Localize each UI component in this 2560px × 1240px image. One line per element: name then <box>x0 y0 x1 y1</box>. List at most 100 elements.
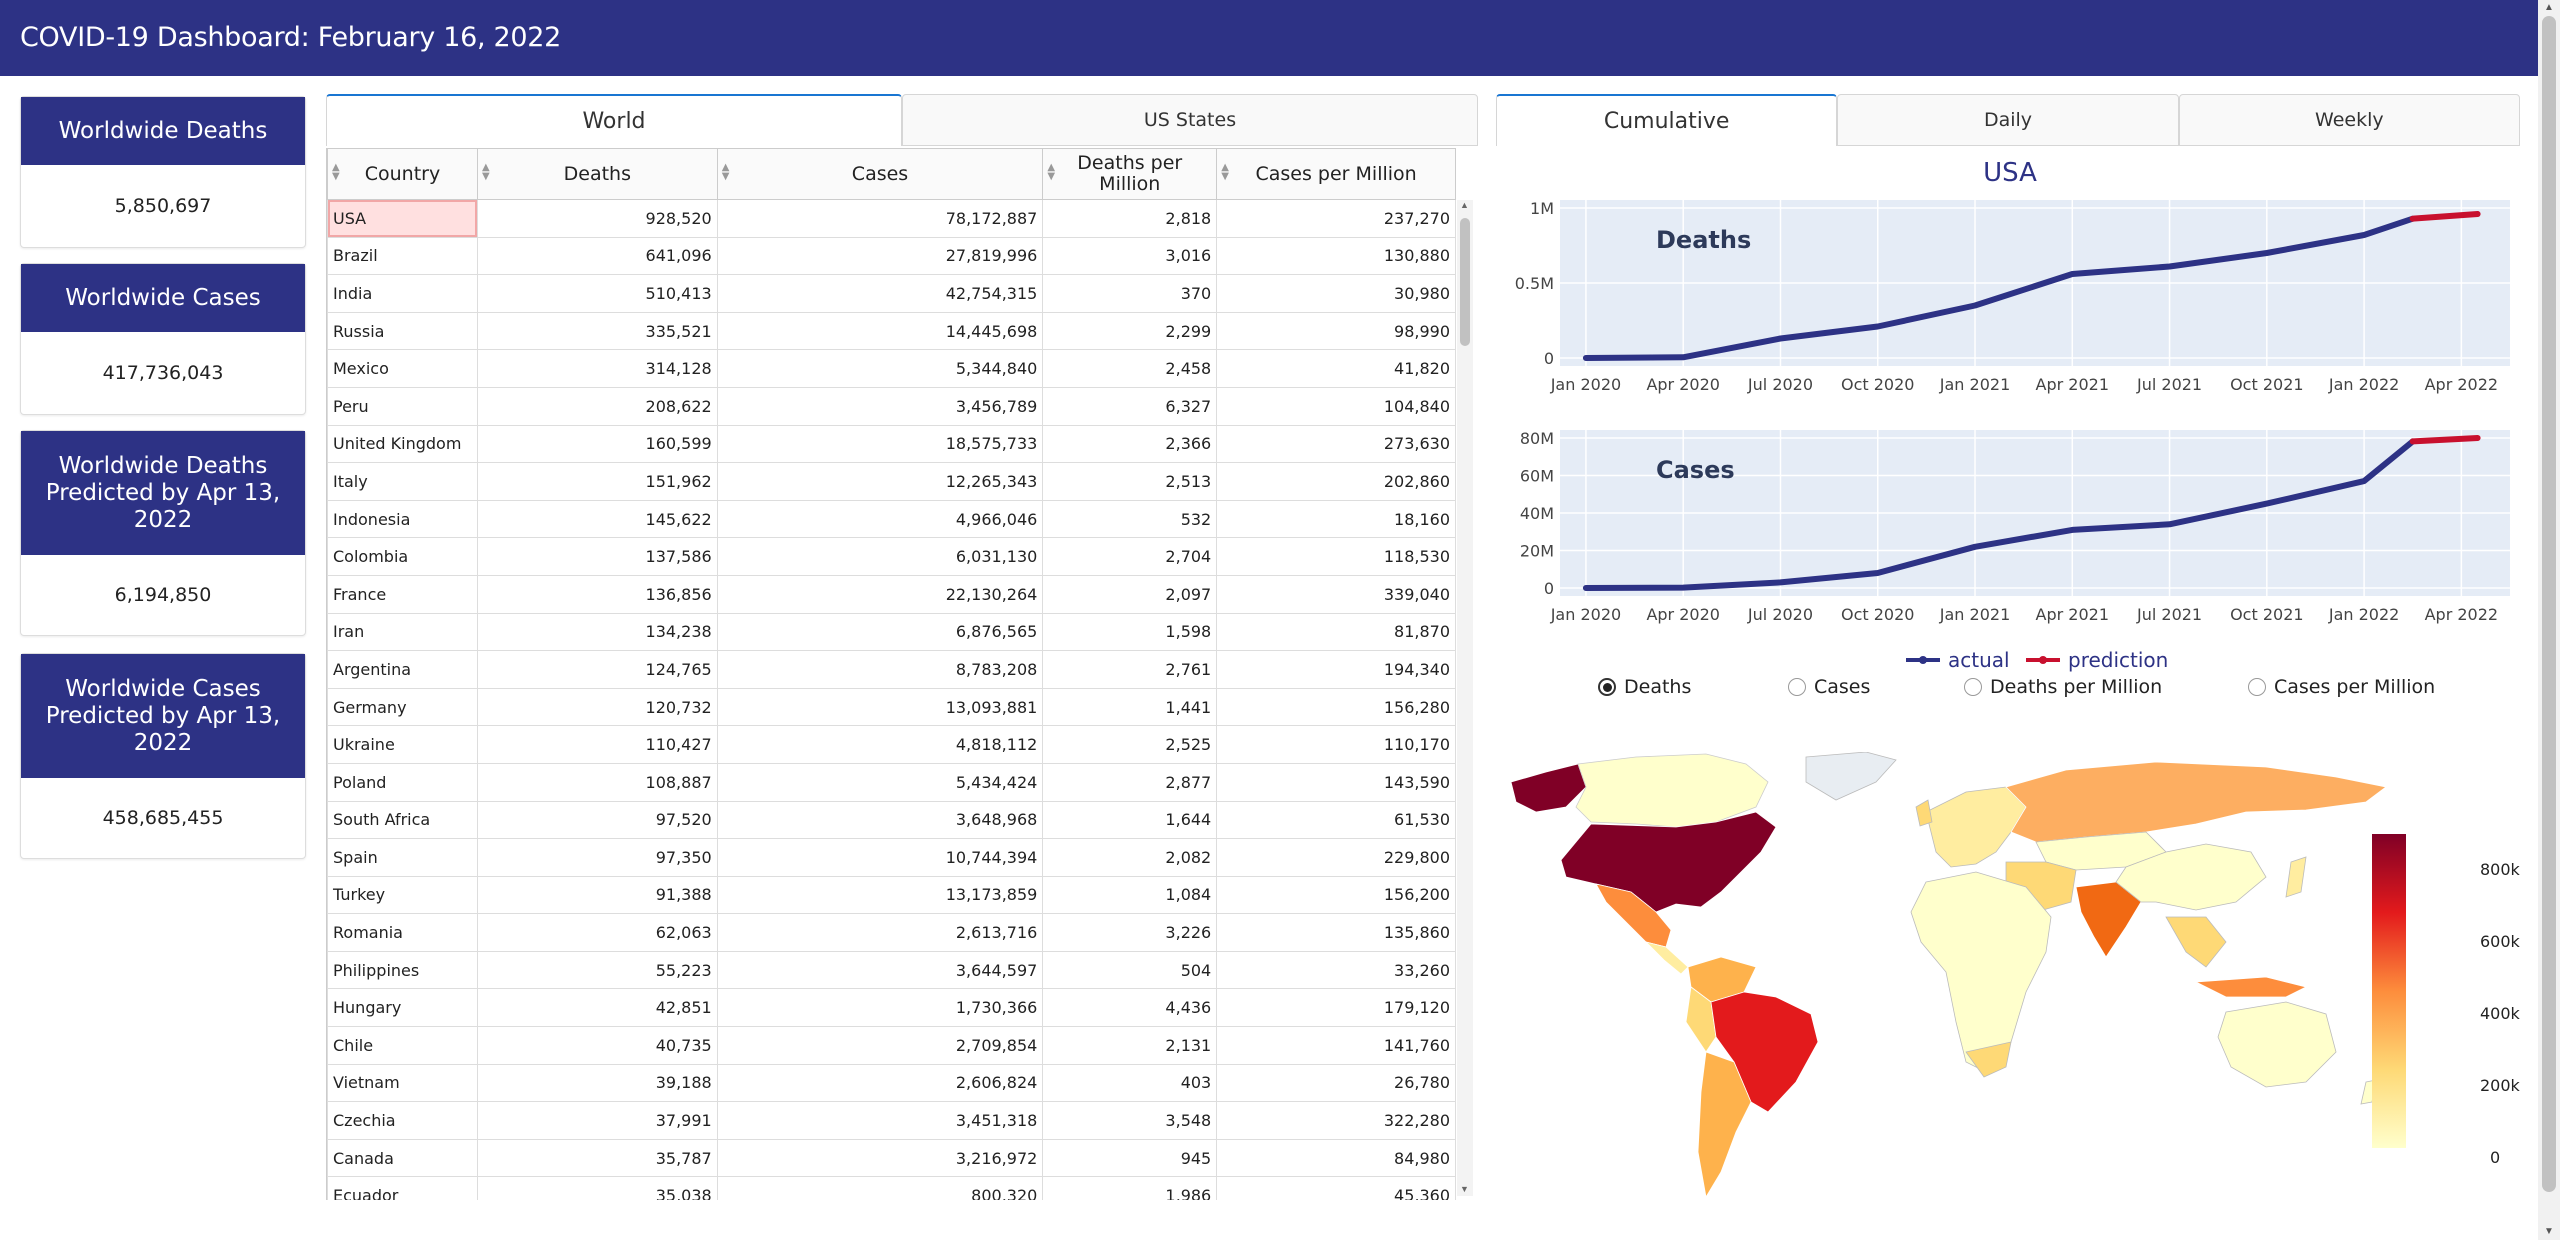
radio-icon[interactable] <box>1788 678 1806 696</box>
table-row[interactable]: Romania 62,063 2,613,716 3,226 135,860 <box>327 913 1456 952</box>
radio-cases-per-million[interactable]: Cases per Million <box>2248 676 2435 698</box>
table-cell[interactable]: Czechia <box>327 1101 478 1140</box>
radio-cases[interactable]: Cases <box>1788 676 1870 698</box>
table-cell[interactable]: 504 <box>1042 950 1218 990</box>
table-cell[interactable]: 1,598 <box>1042 612 1218 652</box>
table-cell[interactable]: 273,630 <box>1216 424 1456 464</box>
table-cell[interactable]: 156,200 <box>1216 875 1456 915</box>
table-cell[interactable]: USA <box>327 199 478 238</box>
table-cell[interactable]: 3,648,968 <box>716 800 1044 840</box>
table-cell[interactable]: 97,520 <box>476 800 718 840</box>
table-cell[interactable]: 1,730,366 <box>716 988 1044 1028</box>
table-cell[interactable]: 322,280 <box>1216 1101 1456 1140</box>
table-cell[interactable]: India <box>327 274 478 313</box>
table-cell[interactable]: 110,170 <box>1216 725 1456 764</box>
table-row[interactable]: Russia 335,521 14,445,698 2,299 98,990 <box>327 311 1456 351</box>
table-cell[interactable]: 97,350 <box>476 838 718 877</box>
table-cell[interactable]: 91,388 <box>476 875 718 915</box>
tab-cumulative[interactable]: Cumulative <box>1496 94 1838 146</box>
table-row[interactable]: Brazil 641,096 27,819,996 3,016 130,880 <box>327 236 1456 276</box>
radio-deaths-per-million[interactable]: Deaths per Million <box>1964 676 2162 698</box>
table-cell[interactable]: 2,097 <box>1042 574 1218 614</box>
table-row[interactable]: USA 928,520 78,172,887 2,818 237,270 <box>327 199 1456 238</box>
table-cell[interactable]: 1,644 <box>1042 800 1218 840</box>
table-cell[interactable]: 2,709,854 <box>716 1026 1044 1065</box>
world-choropleth-map[interactable] <box>1506 752 2406 1222</box>
table-cell[interactable]: Indonesia <box>327 499 478 539</box>
column-header-deaths[interactable]: ▲ ▼ Deaths <box>476 148 718 200</box>
table-row[interactable]: Spain 97,350 10,744,394 2,082 229,800 <box>327 838 1456 877</box>
table-cell[interactable]: 3,226 <box>1042 913 1218 952</box>
radio-selected-icon[interactable] <box>1598 678 1616 696</box>
table-cell[interactable]: 110,427 <box>476 725 718 764</box>
table-cell[interactable]: 3,548 <box>1042 1101 1218 1140</box>
table-cell[interactable]: United Kingdom <box>327 424 478 464</box>
column-header-country[interactable]: ▲ ▼ Country <box>327 148 478 200</box>
table-cell[interactable]: 2,366 <box>1042 424 1218 464</box>
table-row[interactable]: Czechia 37,991 3,451,318 3,548 322,280 <box>327 1101 1456 1140</box>
table-cell[interactable]: Brazil <box>327 236 478 276</box>
map-europe[interactable] <box>1925 786 2027 868</box>
table-cell[interactable]: 39,188 <box>476 1063 718 1103</box>
radio-icon[interactable] <box>2248 678 2266 696</box>
table-cell[interactable]: 13,093,881 <box>716 687 1044 727</box>
page-scrollbar[interactable]: ▲ ▼ <box>2538 0 2560 1240</box>
table-cell[interactable]: 945 <box>1042 1138 1218 1178</box>
table-cell[interactable]: 151,962 <box>476 462 718 501</box>
table-cell[interactable]: 12,265,343 <box>716 462 1044 501</box>
table-cell[interactable]: 3,016 <box>1042 236 1218 276</box>
table-cell[interactable]: 61,530 <box>1216 800 1456 840</box>
scroll-down-icon[interactable]: ▼ <box>1460 1184 1469 1194</box>
table-cell[interactable]: 137,586 <box>476 537 718 576</box>
map-central-america[interactable] <box>1644 941 1689 975</box>
table-row[interactable]: Philippines 55,223 3,644,597 504 33,260 <box>327 950 1456 990</box>
table-cell[interactable]: 3,644,597 <box>716 950 1044 990</box>
column-header-cases[interactable]: ▲ ▼ Cases <box>716 148 1044 200</box>
table-row[interactable]: Poland 108,887 5,434,424 2,877 143,590 <box>327 762 1456 802</box>
table-cell[interactable]: 339,040 <box>1216 574 1456 614</box>
table-cell[interactable]: 510,413 <box>476 274 718 313</box>
table-cell[interactable]: Ukraine <box>327 725 478 764</box>
table-cell[interactable]: 41,820 <box>1216 349 1456 388</box>
table-cell[interactable]: 208,622 <box>476 386 718 426</box>
scroll-up-icon[interactable]: ▲ <box>1460 200 1469 210</box>
map-usa[interactable] <box>1560 811 1777 913</box>
table-cell[interactable]: Canada <box>327 1138 478 1178</box>
map-japan[interactable] <box>2285 856 2307 898</box>
table-cell[interactable]: 18,160 <box>1216 499 1456 539</box>
table-cell[interactable]: Hungary <box>327 988 478 1028</box>
table-cell[interactable]: 10,744,394 <box>716 838 1044 877</box>
table-cell[interactable]: 2,131 <box>1042 1026 1218 1065</box>
map-alaska[interactable] <box>1510 763 1587 813</box>
table-cell[interactable]: 1,084 <box>1042 875 1218 915</box>
table-cell[interactable]: 3,451,318 <box>716 1101 1044 1140</box>
table-cell[interactable]: 143,590 <box>1216 762 1456 802</box>
table-row[interactable]: Vietnam 39,188 2,606,824 403 26,780 <box>327 1063 1456 1103</box>
table-row[interactable]: Chile 40,735 2,709,854 2,131 141,760 <box>327 1026 1456 1065</box>
radio-deaths[interactable]: Deaths <box>1598 676 1691 698</box>
table-cell[interactable]: 18,575,733 <box>716 424 1044 464</box>
table-cell[interactable]: 3,456,789 <box>716 386 1044 426</box>
table-cell[interactable]: 2,761 <box>1042 650 1218 689</box>
table-cell[interactable]: Argentina <box>327 650 478 689</box>
table-cell[interactable]: 136,856 <box>476 574 718 614</box>
table-cell[interactable]: 118,530 <box>1216 537 1456 576</box>
table-cell[interactable]: South Africa <box>327 800 478 840</box>
table-cell[interactable]: 2,877 <box>1042 762 1218 802</box>
table-cell[interactable]: 22,130,264 <box>716 574 1044 614</box>
table-cell[interactable]: 4,966,046 <box>716 499 1044 539</box>
table-cell[interactable]: 2,704 <box>1042 537 1218 576</box>
table-cell[interactable]: 84,980 <box>1216 1138 1456 1178</box>
table-cell[interactable]: 8,783,208 <box>716 650 1044 689</box>
table-cell[interactable]: Philippines <box>327 950 478 990</box>
sort-icon[interactable]: ▲ ▼ <box>1047 162 1056 182</box>
table-cell[interactable]: Turkey <box>327 875 478 915</box>
table-cell[interactable]: Romania <box>327 913 478 952</box>
table-cell[interactable]: 4,436 <box>1042 988 1218 1028</box>
table-row[interactable]: Turkey 91,388 13,173,859 1,084 156,200 <box>327 875 1456 915</box>
table-row[interactable]: Germany 120,732 13,093,881 1,441 156,280 <box>327 687 1456 727</box>
table-cell[interactable]: 45,360 <box>1216 1176 1456 1200</box>
table-cell[interactable]: Ecuador <box>327 1176 478 1200</box>
table-scrollbar-thumb[interactable] <box>1460 218 1470 346</box>
map-australia[interactable] <box>2217 1001 2337 1088</box>
